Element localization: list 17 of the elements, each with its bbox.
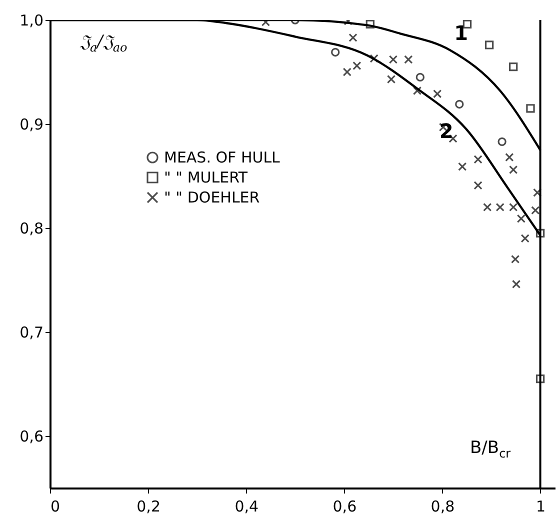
x-tick-label: 0,8 (430, 498, 455, 516)
x-tick-label: 0,6 (332, 498, 357, 516)
y-tick-label: 0,8 (20, 220, 44, 238)
legend-label: " " DOEHLER (164, 188, 260, 206)
x-tick-label: 0,4 (234, 498, 259, 516)
x-tick-label: 0,2 (136, 498, 160, 516)
y-tick-label: 0,7 (20, 324, 44, 342)
y-tick-label: 0,9 (20, 116, 44, 134)
legend-label: " " MULERT (164, 168, 248, 186)
legend-label: MEAS. OF HULL (164, 148, 281, 166)
y-axis-title: 𝔍$_{a}$/𝔍$_{ao}$ (80, 32, 128, 54)
x-tick-label: 1 (536, 498, 546, 516)
y-tick-label: 1,0 (20, 12, 44, 30)
y-tick-label: 0,6 (20, 428, 44, 446)
series-label: 1 (454, 21, 468, 46)
x-axis-title: B/B$_{cr}$ (470, 438, 511, 460)
x-tick-label: 0 (50, 498, 60, 516)
